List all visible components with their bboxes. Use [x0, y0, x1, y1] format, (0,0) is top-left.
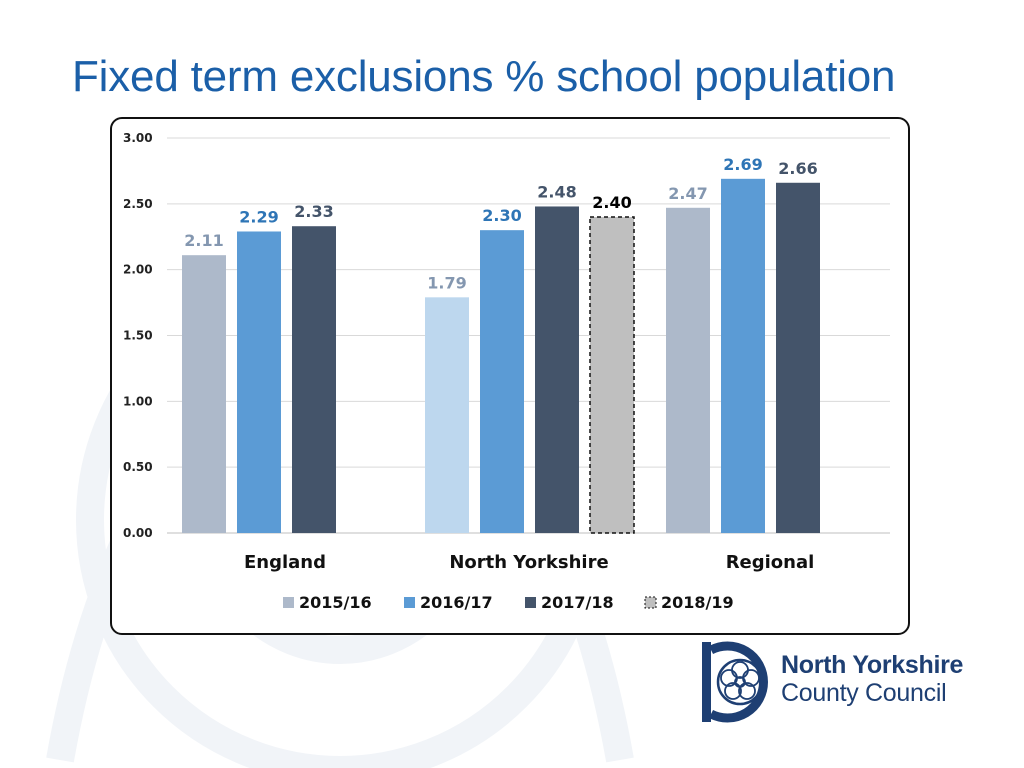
data-label: 2.29 [239, 207, 278, 226]
page-title: Fixed term exclusions % school populatio… [72, 52, 896, 101]
chart-frame: 0.00 0.50 1.00 1.50 2.00 2.50 3.00 2.11 2.29 2.3… [110, 117, 910, 635]
y-tick-label: 1.50 [123, 329, 153, 343]
legend-label: 2016/17 [420, 593, 493, 612]
y-tick-label: 1.00 [123, 394, 153, 408]
data-labels: 2.11 2.29 2.33 1.79 2.30 2.48 2.40 2.47 2.69 2.66 [184, 155, 817, 292]
data-label: 2.40 [592, 193, 631, 212]
data-label: 2.48 [537, 182, 576, 201]
legend-item: 2015/16 [283, 593, 372, 612]
bar-north-yorkshire-2015-16 [425, 297, 469, 533]
bar-chart: 0.00 0.50 1.00 1.50 2.00 2.50 3.00 2.11 2.29 2.3… [123, 131, 890, 612]
bar-england-2017-18 [292, 226, 336, 533]
bar-regional-2015-16 [666, 207, 710, 533]
bar-north-yorkshire-2017-18 [535, 206, 579, 533]
legend-label: 2018/19 [661, 593, 734, 612]
x-category-label: England [244, 552, 326, 573]
data-label: 2.66 [778, 159, 817, 178]
data-label: 2.69 [723, 155, 762, 174]
legend-swatch [644, 596, 657, 609]
y-tick-label: 2.00 [123, 263, 153, 277]
logo-text-line1: North Yorkshire [781, 651, 964, 679]
bar-england-2016-17 [237, 231, 281, 533]
legend-swatch [525, 597, 536, 608]
y-tick-label: 2.50 [123, 197, 153, 211]
bar-england-2015-16 [182, 255, 226, 533]
council-logo: North Yorkshire County Council [700, 640, 990, 724]
logo-text-line2: County Council [781, 679, 947, 707]
yorkshire-rose-emblem-icon [702, 641, 768, 723]
x-axis-categories: England North Yorkshire Regional [244, 552, 814, 573]
data-label: 1.79 [427, 273, 466, 292]
data-label: 2.47 [668, 184, 707, 203]
legend-label: 2017/18 [541, 593, 614, 612]
legend-label: 2015/16 [299, 593, 372, 612]
legend-item: 2017/18 [525, 593, 614, 612]
legend-swatch [404, 597, 415, 608]
y-axis-ticks: 0.00 0.50 1.00 1.50 2.00 2.50 3.00 [123, 131, 153, 540]
bar-regional-2016-17 [721, 178, 765, 534]
bar-regional-2017-18 [776, 182, 820, 533]
y-tick-label: 0.50 [123, 460, 153, 474]
legend-swatch [283, 597, 294, 608]
data-label: 2.33 [294, 202, 333, 221]
gridlines [167, 137, 890, 534]
y-tick-label: 3.00 [123, 131, 153, 145]
bars [182, 178, 820, 534]
bar-north-yorkshire-2018-19 [589, 216, 635, 534]
legend: 2015/16 2016/17 2017/18 2018/19 [283, 593, 734, 612]
data-label: 2.11 [184, 231, 223, 250]
y-tick-label: 0.00 [123, 526, 153, 540]
bar-north-yorkshire-2016-17 [480, 230, 524, 533]
legend-item: 2018/19 [644, 593, 734, 612]
data-label: 2.30 [482, 206, 521, 225]
x-category-label: Regional [726, 552, 815, 573]
legend-item: 2016/17 [404, 593, 493, 612]
x-category-label: North Yorkshire [449, 552, 608, 573]
